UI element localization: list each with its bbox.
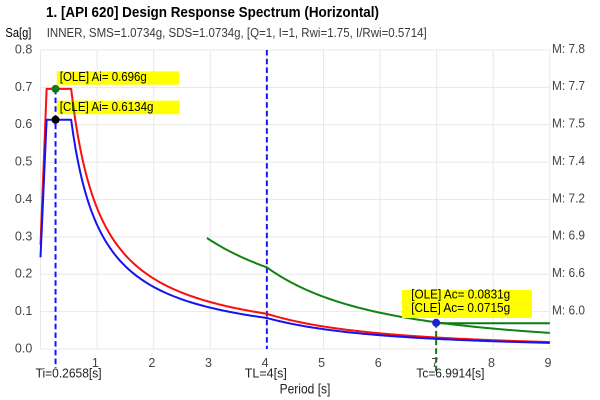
svg-text:M: 7.8: M: 7.8 [552,42,585,56]
svg-text:7: 7 [431,356,438,370]
svg-text:TL=4[s]: TL=4[s] [245,366,287,381]
svg-text:2: 2 [148,356,155,370]
svg-text:3: 3 [205,356,212,370]
svg-text:INNER, SMS=1.0734g, SDS=1.0734: INNER, SMS=1.0734g, SDS=1.0734g, [Q=1, I… [47,25,427,40]
svg-text:Sa[g]: Sa[g] [5,26,31,40]
svg-text:0.0: 0.0 [15,341,32,355]
svg-text:0.7: 0.7 [15,80,32,94]
svg-text:0.3: 0.3 [15,229,32,243]
svg-text:0.1: 0.1 [15,304,32,318]
svg-text:M: 7.4: M: 7.4 [552,154,585,168]
svg-text:[CLE] Ac= 0.0715g: [CLE] Ac= 0.0715g [411,301,510,315]
svg-text:4: 4 [262,356,269,370]
svg-text:M: 7.2: M: 7.2 [552,191,585,205]
svg-text:9: 9 [545,356,552,370]
svg-text:M: 6.9: M: 6.9 [552,229,585,243]
svg-text:Period [s]: Period [s] [280,382,331,397]
svg-text:0.4: 0.4 [15,192,32,206]
svg-text:M: 7.7: M: 7.7 [552,79,585,93]
svg-text:[OLE] Ai= 0.696g: [OLE] Ai= 0.696g [60,70,147,84]
svg-text:M: 7.5: M: 7.5 [552,117,585,131]
svg-text:M: 6.0: M: 6.0 [552,303,585,317]
svg-text:0.2: 0.2 [15,267,32,281]
svg-text:M: 6.6: M: 6.6 [552,266,585,280]
svg-text:1. [API 620] Design Response S: 1. [API 620] Design Response Spectrum (H… [46,4,379,21]
svg-text:[CLE] Ai= 0.6134g: [CLE] Ai= 0.6134g [60,100,154,114]
svg-text:0.6: 0.6 [15,117,32,131]
svg-text:8: 8 [488,356,495,370]
svg-text:6: 6 [375,356,382,370]
svg-text:0.8: 0.8 [15,42,32,56]
svg-text:1: 1 [92,356,99,370]
svg-text:Tc=6.9914[s]: Tc=6.9914[s] [416,366,484,381]
svg-text:[OLE] Ac= 0.0831g: [OLE] Ac= 0.0831g [411,288,510,302]
svg-text:5: 5 [318,356,325,370]
svg-text:0.5: 0.5 [15,155,32,169]
svg-text:Ti=0.2658[s]: Ti=0.2658[s] [36,366,102,381]
